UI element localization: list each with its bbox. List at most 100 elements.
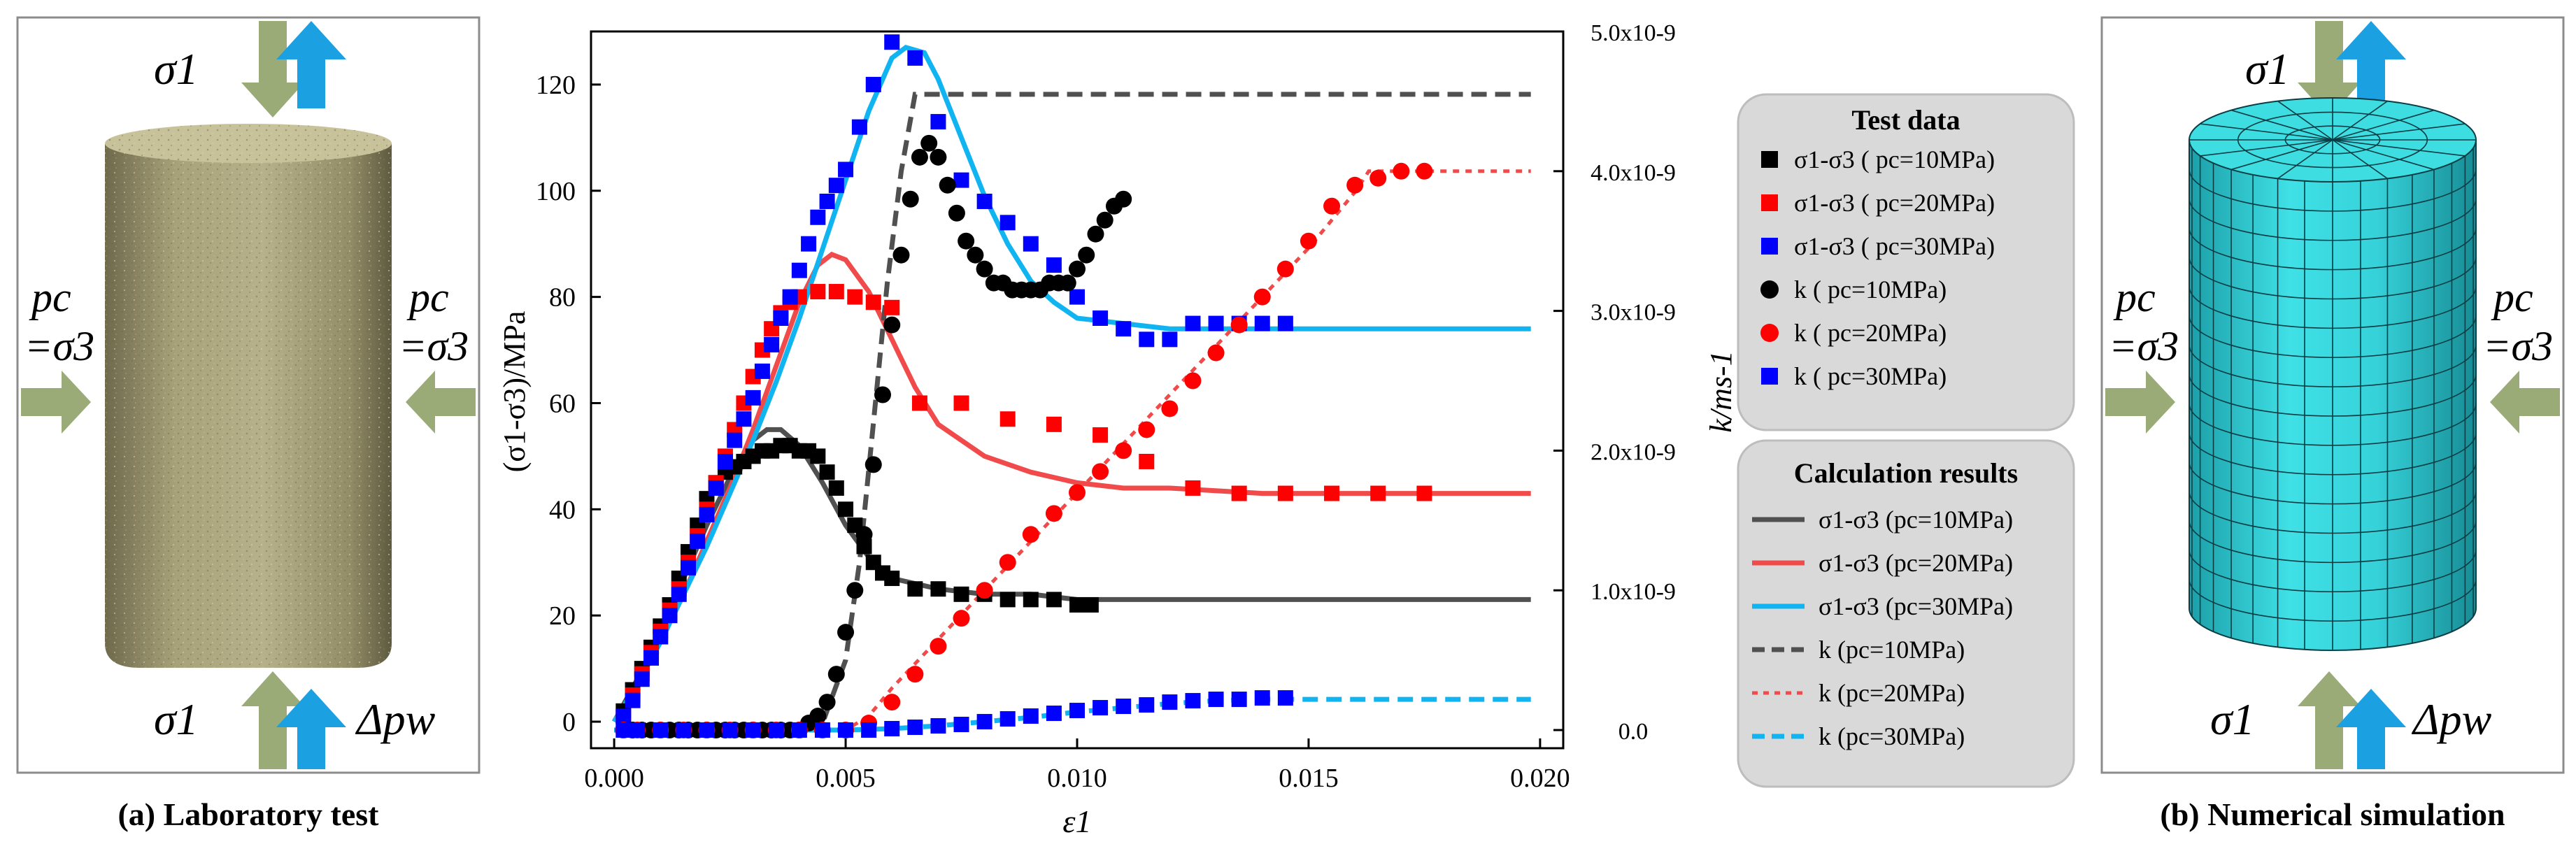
test-point-3 <box>717 454 733 469</box>
test-point-3 <box>1116 321 1132 337</box>
test-point-4 <box>874 386 891 403</box>
test-point-6 <box>1046 706 1062 722</box>
test-point-1 <box>819 464 835 480</box>
test-point-3 <box>681 559 696 575</box>
test-point-6 <box>814 722 830 738</box>
y2-axis-label: k/ms-1 <box>1704 350 1738 432</box>
test-point-6 <box>629 722 646 738</box>
test-point-5 <box>1207 344 1225 362</box>
y2-axis-ticks: 0.0 1.0x10-9 2.0x10-9 3.0x10-9 4.0x10-9 5.0x1… <box>1553 20 1676 745</box>
test-point-3 <box>727 432 743 448</box>
test-point-3 <box>736 411 752 427</box>
test-point-5 <box>976 582 993 599</box>
test-point-5 <box>1253 288 1271 306</box>
test-point-5 <box>1276 260 1294 278</box>
test-point-6 <box>1231 692 1247 708</box>
y2-tick-label: 3.0x10-9 <box>1591 300 1676 326</box>
test-point-3 <box>708 480 724 496</box>
test-point-3 <box>953 172 969 188</box>
test-point-6 <box>976 714 992 730</box>
y-tick-label: 80 <box>549 283 576 313</box>
test-point-6 <box>1093 700 1109 716</box>
label-sigma3-left: =σ3 <box>24 323 94 369</box>
calc-line-1 <box>612 427 1531 723</box>
test-point-1 <box>810 448 826 464</box>
legend-test-box <box>1737 93 2075 431</box>
test-point-6 <box>999 711 1016 727</box>
test-point-3 <box>671 586 687 602</box>
test-point-4 <box>902 190 919 208</box>
test-point-3 <box>634 671 650 687</box>
arrow-up-olive-icon <box>241 671 304 769</box>
y-tick-label: 100 <box>536 177 576 206</box>
legend-calc-label: σ1-σ3 (pc=10MPa) <box>1819 506 2013 534</box>
test-point-4 <box>883 316 901 334</box>
test-point-6 <box>1162 694 1178 710</box>
test-point-4 <box>1069 260 1086 278</box>
test-point-4 <box>818 694 836 711</box>
test-point-6 <box>1254 690 1270 706</box>
test-point-3 <box>1254 315 1270 331</box>
label-sigma1-bottom: σ1 <box>154 694 199 744</box>
test-point-2 <box>953 395 969 411</box>
test-point-3 <box>819 193 835 209</box>
test-point-3 <box>930 114 946 130</box>
test-series-markers <box>615 34 1433 739</box>
test-point-3 <box>662 608 678 624</box>
test-point-6 <box>1116 699 1132 715</box>
test-point-6 <box>615 722 632 738</box>
test-point-6 <box>1208 692 1224 708</box>
test-point-6 <box>1139 697 1155 713</box>
y-tick-label: 40 <box>549 495 576 524</box>
test-point-5 <box>1416 162 1433 180</box>
test-point-4 <box>911 148 928 166</box>
test-point-3 <box>1162 331 1178 348</box>
legend-calc-title: Calculation results <box>1794 457 2018 489</box>
test-point-4 <box>846 582 864 599</box>
test-point-4 <box>939 176 956 194</box>
y2-tick-label: 5.0x10-9 <box>1591 20 1676 46</box>
legend-marker <box>1761 368 1778 385</box>
y2-tick-label: 2.0x10-9 <box>1591 439 1676 465</box>
legend-calc-label: σ1-σ3 (pc=20MPa) <box>1819 549 2013 577</box>
test-point-5 <box>906 666 924 683</box>
test-point-1 <box>999 592 1016 608</box>
test-point-3 <box>1139 331 1155 348</box>
test-point-4 <box>827 666 845 683</box>
test-point-5 <box>883 694 901 711</box>
y-axis-label: (σ1-σ3)/MPa <box>497 311 532 473</box>
arrow-down-olive-icon <box>241 21 304 117</box>
legend-test-label: k ( pc=10MPa) <box>1794 276 1947 303</box>
test-point-1 <box>838 501 854 517</box>
test-point-2 <box>1139 454 1155 469</box>
test-point-3 <box>1093 310 1109 326</box>
test-point-6 <box>653 722 669 738</box>
test-point-1 <box>1069 597 1085 613</box>
test-point-5 <box>1323 197 1341 215</box>
test-point-2 <box>1277 485 1293 501</box>
y-tick-label: 120 <box>536 71 576 100</box>
test-point-3 <box>773 310 789 326</box>
legend-calc-box <box>1737 439 2075 788</box>
test-point-2 <box>1416 485 1432 501</box>
test-point-2 <box>828 284 844 300</box>
test-point-5 <box>953 610 970 627</box>
test-point-3 <box>625 692 641 708</box>
panel-laboratory-test: σ1 pc =σ3 pc =σ3 σ1 Δpw <box>16 16 481 832</box>
test-point-3 <box>615 708 632 724</box>
test-point-3 <box>1185 315 1201 331</box>
test-point-3 <box>801 236 817 252</box>
test-point-2 <box>884 299 900 315</box>
test-point-5 <box>1138 421 1155 438</box>
test-point-3 <box>1277 315 1293 331</box>
y2-tick-label: 4.0x10-9 <box>1591 160 1676 186</box>
arrow-left-olive-icon <box>2490 371 2560 434</box>
x-tick-label: 0.005 <box>816 764 876 793</box>
test-point-6 <box>768 722 784 738</box>
test-point-4 <box>864 456 882 473</box>
test-point-2 <box>1370 485 1386 501</box>
test-point-3 <box>690 533 706 549</box>
label-pc-right: pc <box>2491 274 2533 320</box>
test-point-2 <box>1231 485 1247 501</box>
